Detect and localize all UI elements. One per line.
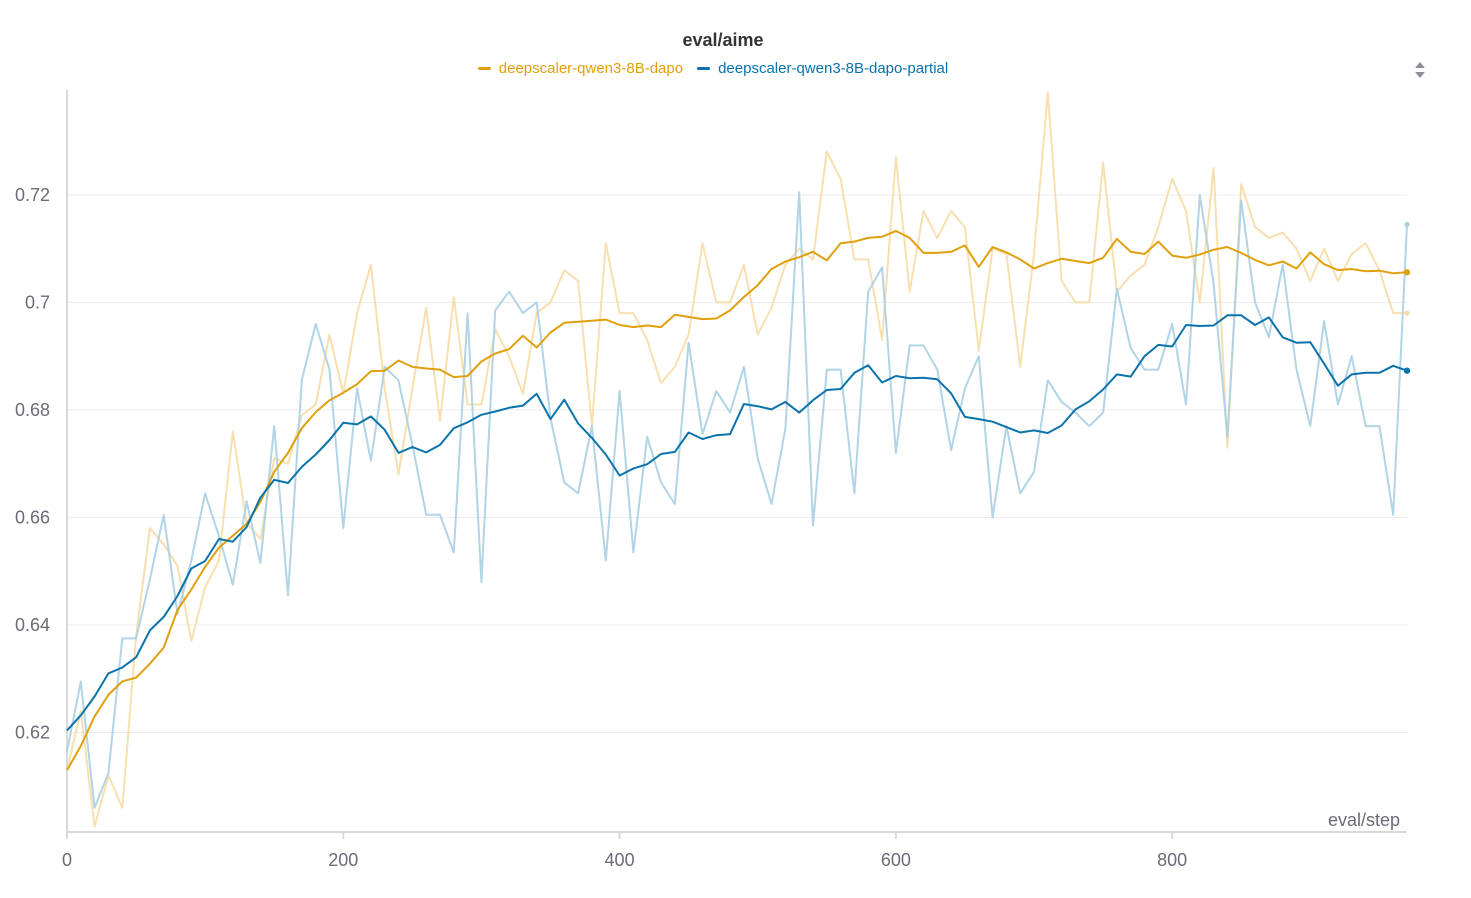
raw-line-dapo-partial <box>66 191 1408 809</box>
x-tick-label: 0 <box>62 850 72 870</box>
end-markers <box>1403 221 1411 374</box>
x-axis-title: eval/step <box>1328 810 1400 830</box>
legend: deepscaler-qwen3-8B-dapo deepscaler-qwen… <box>0 60 1426 77</box>
raw-line-dapo <box>66 91 1407 828</box>
end-point-dapo <box>1403 269 1411 276</box>
chart-title: eval/aime <box>682 30 764 50</box>
axes: 0.62 0.64 0.66 0.68 0.7 0.72 0 200 400 600 800 <box>15 90 1407 870</box>
legend-swatch-dapo-partial <box>697 67 711 70</box>
x-tick-label: 400 <box>605 850 635 870</box>
x-tick-label: 800 <box>1157 850 1187 870</box>
legend-entry-dapo[interactable]: deepscaler-qwen3-8B-dapo <box>477 60 684 77</box>
legend-entry-dapo-partial[interactable]: deepscaler-qwen3-8B-dapo-partial <box>697 60 948 77</box>
legend-label-dapo: deepscaler-qwen3-8B-dapo <box>498 60 684 77</box>
raw-end-point-dapo-partial <box>1404 221 1410 228</box>
y-tick-label: 0.68 <box>15 400 50 420</box>
legend-swatch-dapo <box>477 67 491 70</box>
x-tick-label: 200 <box>328 850 358 870</box>
sort-arrows-icon[interactable] <box>1410 60 1430 80</box>
x-tick-label: 600 <box>881 850 911 870</box>
y-tick-label: 0.66 <box>15 507 50 527</box>
y-tick-label: 0.62 <box>15 723 50 743</box>
legend-label-dapo-partial: deepscaler-qwen3-8B-dapo-partial <box>718 60 949 77</box>
raw-series-layer <box>66 91 1408 828</box>
smoothed-line-dapo-partial[interactable] <box>66 314 1408 732</box>
smoothed-series-layer <box>66 229 1408 771</box>
y-tick-label: 0.64 <box>15 615 50 635</box>
smoothed-line-dapo[interactable] <box>66 229 1408 771</box>
grid-lines <box>67 194 1407 734</box>
y-tick-label: 0.72 <box>15 185 50 205</box>
raw-end-point-dapo <box>1404 310 1410 316</box>
y-tick-label: 0.7 <box>25 292 50 312</box>
end-point-dapo-partial <box>1403 367 1411 374</box>
